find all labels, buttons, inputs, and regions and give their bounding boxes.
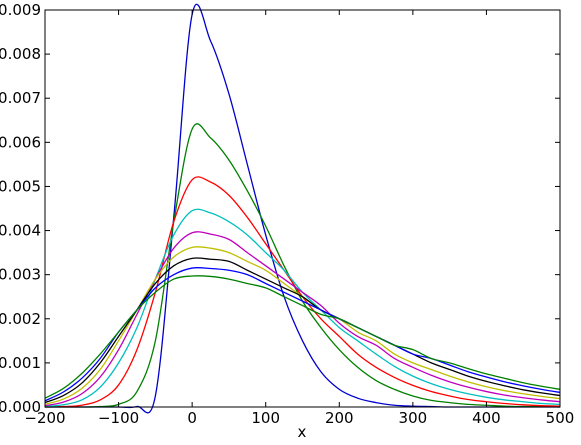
y-tick-label: 0.005: [0, 177, 41, 195]
y-tick-label: 0.009: [0, 1, 41, 19]
series-line-9: [44, 275, 561, 399]
y-tick-label: 0.001: [0, 354, 41, 372]
plot-frame: [44, 9, 561, 408]
series-line-4: [44, 208, 561, 408]
series-line-7: [44, 257, 561, 404]
x-tick-label: −100: [98, 409, 139, 427]
series-line-2: [44, 123, 561, 408]
series-line-1: [44, 3, 560, 414]
y-tick-label: 0.000: [0, 398, 41, 416]
x-tick-label: 400: [472, 409, 501, 427]
x-tick-label: 300: [399, 409, 428, 427]
y-tick-label: 0.004: [0, 222, 41, 240]
y-tick-label: 0.006: [0, 133, 41, 151]
y-tick-label: 0.008: [0, 45, 41, 63]
x-tick-label: −200: [24, 409, 65, 427]
x-tick-label: 500: [546, 409, 575, 427]
x-axis-label: x: [298, 423, 307, 441]
x-tick-label: 100: [251, 409, 280, 427]
y-tick-label: 0.003: [0, 266, 41, 284]
y-tick-label: 0.007: [0, 89, 41, 107]
tick-layer: −200 −100 0 100 200 300 400 500 0.000 0.001 0.002 0…: [0, 1, 574, 427]
series-line-5: [44, 231, 561, 407]
series-layer: [44, 3, 561, 414]
y-tick-label: 0.002: [0, 310, 41, 328]
x-tick-label: 0: [187, 409, 197, 427]
x-tick-label: 200: [325, 409, 354, 427]
